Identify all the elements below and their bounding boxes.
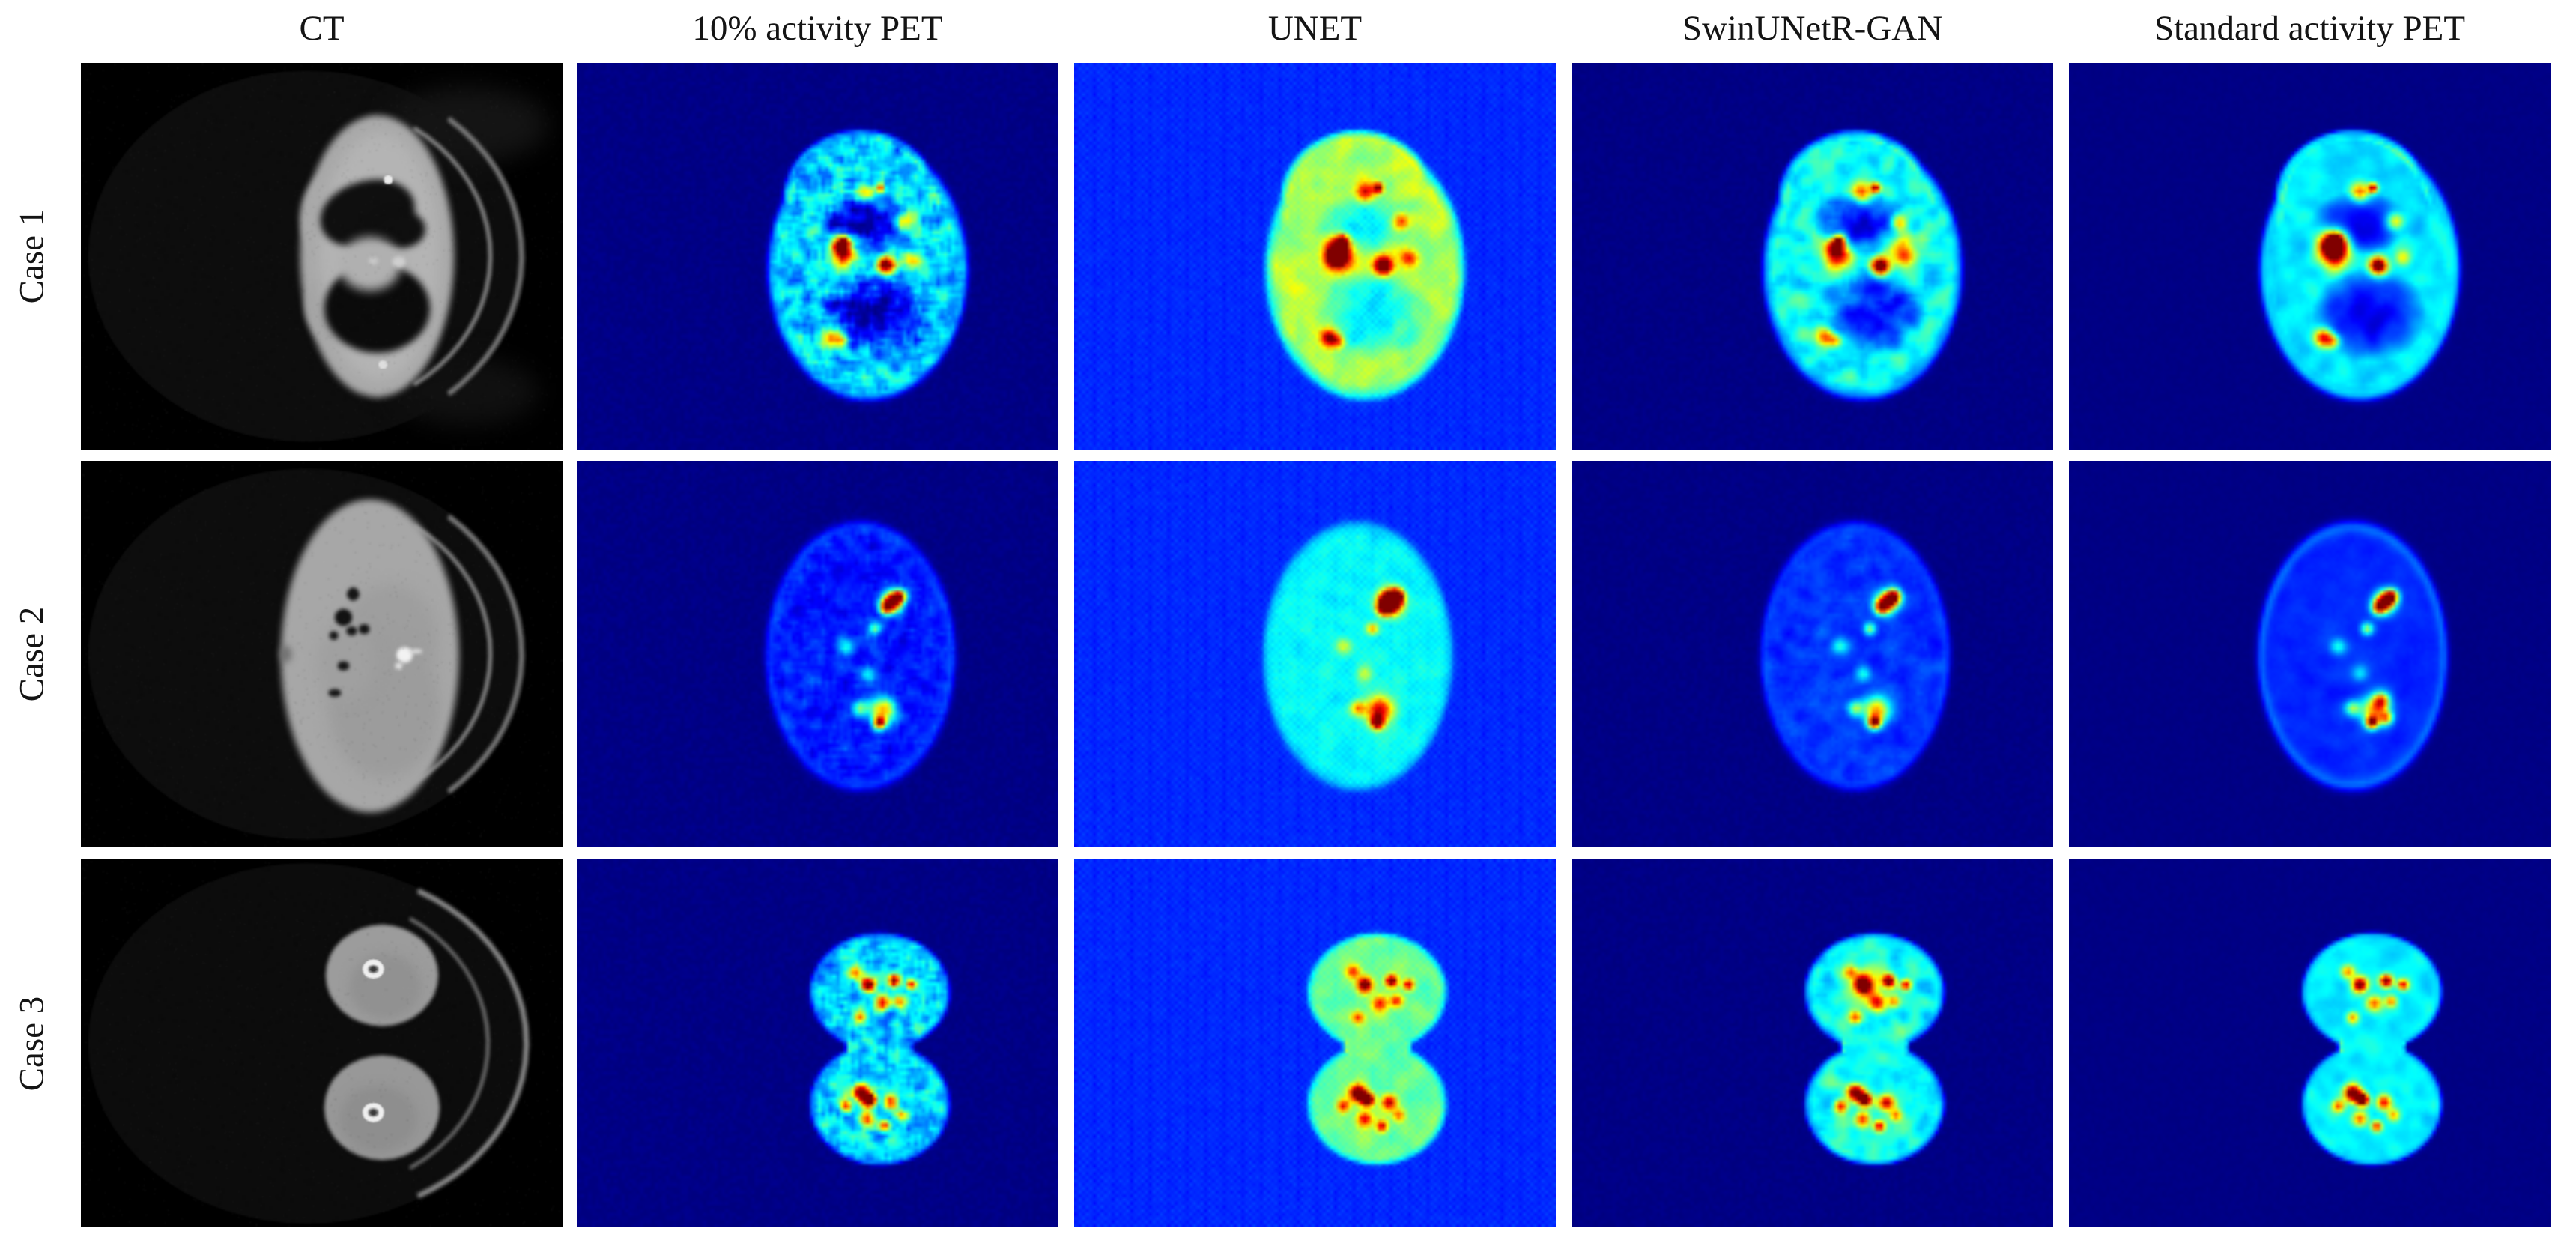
cell-case2-swinunetr-gan [1572,461,2053,847]
row-label-case-1: Case 1 [12,208,51,304]
cell-case2-standard-pet [2069,461,2551,847]
cell-case1-standard-pet [2069,63,2551,450]
cell-case1-swinunetr-gan [1572,63,2053,450]
cell-case1-low-dose-pet [577,63,1058,450]
unet-image-case-2 [1074,461,1556,847]
ct-image-case-3 [81,859,563,1227]
ct-image-case-1 [81,63,563,450]
standard-pet-image-case-1 [2069,63,2551,450]
cell-case3-low-dose-pet [577,859,1058,1227]
cell-case2-unet [1074,461,1556,847]
low-dose-pet-image-case-3 [577,859,1058,1227]
cell-case3-unet [1074,859,1556,1227]
unet-image-case-1 [1074,63,1556,450]
standard-pet-image-case-2 [2069,461,2551,847]
ct-image-case-2 [81,461,563,847]
row-label-case-2: Case 2 [12,606,51,702]
column-header-unet: UNET [1267,9,1363,48]
low-dose-pet-image-case-1 [577,63,1058,450]
cell-case2-low-dose-pet [577,461,1058,847]
row-label-case-3: Case 3 [12,996,51,1091]
column-header-swinunetr-gan: SwinUNetR-GAN [1682,9,1943,48]
cell-case3-swinunetr-gan [1572,859,2053,1227]
column-header-standard-pet: Standard activity PET [2154,9,2466,48]
cell-case3-standard-pet [2069,859,2551,1227]
column-header-ct: CT [299,9,345,48]
cell-case1-ct [81,63,563,450]
cell-case1-unet [1074,63,1556,450]
low-dose-pet-image-case-2 [577,461,1058,847]
standard-pet-image-case-3 [2069,859,2551,1227]
swinunetr-gan-image-case-3 [1572,859,2053,1227]
cell-case3-ct [81,859,563,1227]
cell-case2-ct [81,461,563,847]
swinunetr-gan-image-case-2 [1572,461,2053,847]
column-header-low-dose-pet: 10% activity PET [692,9,943,48]
unet-image-case-3 [1074,859,1556,1227]
swinunetr-gan-image-case-1 [1572,63,2053,450]
